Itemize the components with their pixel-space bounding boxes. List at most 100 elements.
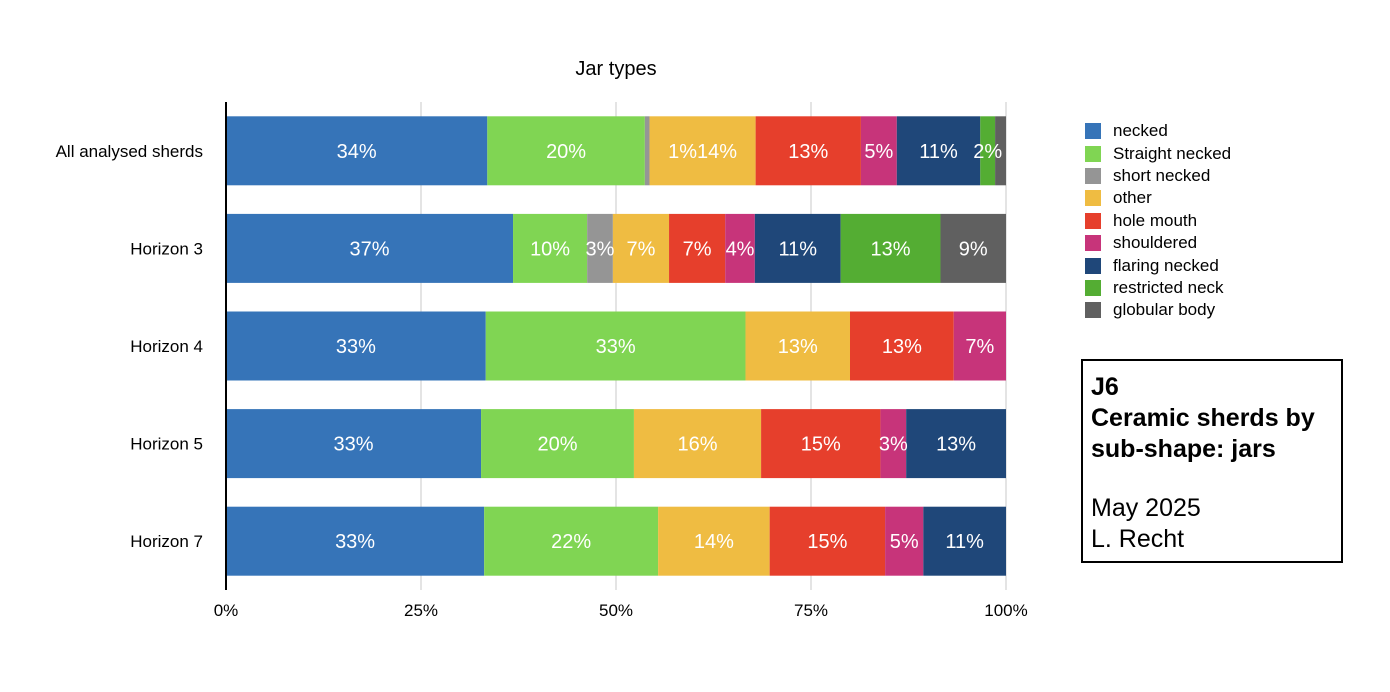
bar-segment: [754, 213, 841, 283]
bar-segment: [633, 409, 762, 479]
x-tick-label: 100%: [984, 601, 1027, 620]
bar-segment: [745, 311, 850, 381]
data-label: 1%14%: [668, 141, 737, 163]
bar-segment: [769, 506, 886, 576]
data-label: 15%: [807, 531, 847, 553]
data-label: 5%: [864, 141, 893, 163]
bar-segment: [850, 311, 954, 381]
data-label: 13%: [882, 336, 922, 358]
data-label: 33%: [335, 531, 375, 553]
bar-segment: [880, 409, 907, 479]
bars: [226, 116, 1006, 576]
category-label: All analysed sherds: [56, 142, 203, 161]
legend-swatch: [1085, 123, 1101, 140]
data-label: 37%: [350, 238, 390, 260]
x-tick-label: 75%: [794, 601, 828, 620]
data-label: 3%: [879, 434, 908, 456]
legend-item: other: [1085, 187, 1231, 209]
data-label: 22%: [551, 531, 591, 553]
data-label: 2%: [973, 141, 1002, 163]
data-labels: 34% 20% 1%14% 13% 5% 11% 2% 37% 10% 3% 7% 7% 4% 11% 13…: [334, 141, 1003, 553]
bar-segment: [226, 409, 482, 479]
bar-segment: [755, 116, 861, 186]
data-label: 34%: [337, 141, 377, 163]
info-box: J6 Ceramic sherds by sub-shape: jars May…: [1081, 359, 1343, 563]
legend-label: necked: [1113, 121, 1168, 141]
figure-author: L. Recht: [1091, 525, 1185, 553]
bar-segment: [226, 213, 514, 283]
data-label: 7%: [627, 238, 656, 260]
data-label: 33%: [336, 336, 376, 358]
bar-segment: [226, 116, 488, 186]
bar-segment: [644, 116, 650, 186]
x-axis-ticks: 0% 25% 50% 75% 100%: [214, 601, 1028, 620]
data-label: 3%: [586, 238, 615, 260]
legend-label: flaring necked: [1113, 255, 1219, 275]
bar-segment: [885, 506, 924, 576]
x-tick-label: 25%: [404, 601, 438, 620]
bar-segment: [923, 506, 1006, 576]
data-label: 13%: [936, 434, 976, 456]
bar-segment: [484, 506, 659, 576]
data-label: 20%: [537, 434, 577, 456]
bar-segment: [487, 116, 645, 186]
data-label: 15%: [801, 434, 841, 456]
data-label: 5%: [890, 531, 919, 553]
data-label: 16%: [677, 434, 717, 456]
data-label: 11%: [919, 141, 958, 163]
data-label: 9%: [959, 238, 988, 260]
legend-label: globular body: [1113, 300, 1216, 320]
bar-segment: [860, 116, 897, 186]
legend-swatch: [1085, 145, 1101, 162]
data-label: 13%: [778, 336, 818, 358]
data-label: 33%: [596, 336, 636, 358]
legend-label: hole mouth: [1113, 210, 1198, 230]
bar-segment: [940, 213, 1006, 283]
legend-swatch: [1085, 302, 1101, 319]
legend-item: flaring necked: [1085, 254, 1231, 276]
legend-item: restricted neck: [1085, 277, 1231, 299]
legend-item: necked: [1085, 120, 1231, 142]
data-label: 20%: [546, 141, 586, 163]
category-labels: All analysed sherds Horizon 3 Horizon 4 Hor…: [56, 142, 203, 551]
legend-label: restricted neck: [1113, 277, 1224, 297]
legend-item: hole mouth: [1085, 210, 1231, 232]
legend-item: globular body: [1085, 299, 1231, 321]
chart-title: Jar types: [575, 58, 656, 80]
bar-segment: [896, 116, 981, 186]
legend-swatch: [1085, 279, 1101, 296]
legend-swatch: [1085, 167, 1101, 184]
data-label: 10%: [530, 238, 570, 260]
bar-segment: [612, 213, 670, 283]
bar-segment: [513, 213, 588, 283]
legend: necked Straight necked short necked other ho…: [1085, 120, 1231, 322]
legend-label: Straight necked: [1113, 143, 1232, 163]
bar-segment: [761, 409, 881, 479]
bar-segment: [980, 116, 996, 186]
bar-segment: [226, 311, 486, 381]
legend-item: Straight necked: [1085, 142, 1231, 164]
bar-segment: [481, 409, 634, 479]
bar-segment: [995, 116, 1006, 186]
figure-id: J6: [1091, 373, 1119, 401]
bar-segment: [725, 213, 755, 283]
bar-segment: [226, 506, 485, 576]
category-label: Horizon 5: [130, 435, 203, 454]
bar-segment: [953, 311, 1006, 381]
bar-segment: [649, 116, 756, 186]
legend-label: shouldered: [1113, 233, 1198, 253]
bar-segment: [485, 311, 746, 381]
x-tick-label: 0%: [214, 601, 239, 620]
category-label: Horizon 3: [130, 239, 203, 258]
figure-title: Ceramic sherds by sub-shape: jars: [1091, 404, 1315, 463]
data-label: 13%: [788, 141, 828, 163]
data-label: 4%: [726, 238, 755, 260]
legend-swatch: [1085, 212, 1101, 229]
data-label: 13%: [871, 238, 911, 260]
bar-segment: [587, 213, 613, 283]
data-label: 11%: [778, 238, 817, 260]
category-label: Horizon 4: [130, 337, 203, 356]
legend-swatch: [1085, 235, 1101, 252]
legend-label: short necked: [1113, 165, 1211, 185]
